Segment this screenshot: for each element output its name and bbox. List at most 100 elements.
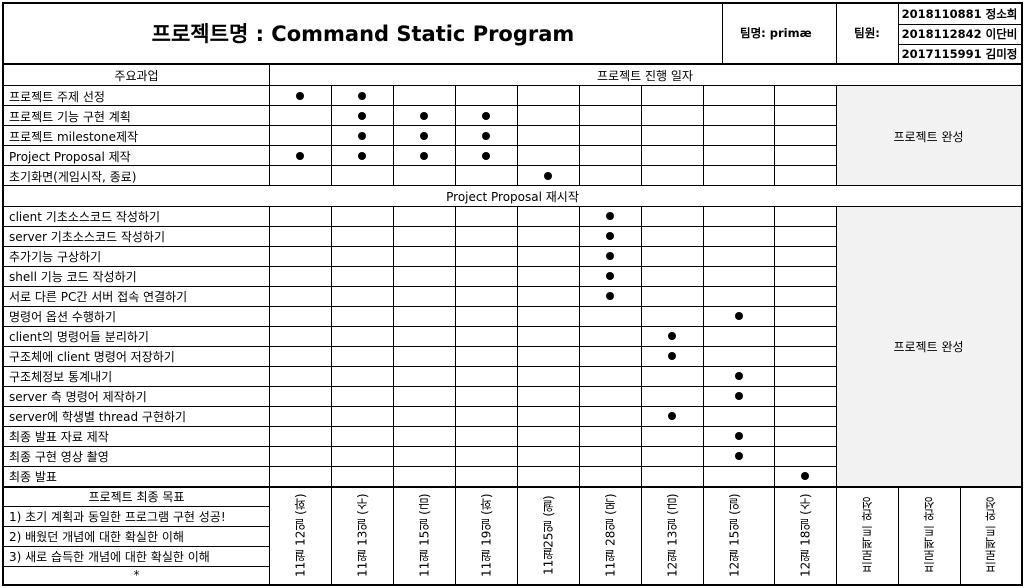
section1-complete-block: 프로젝트 완성 — [836, 86, 1021, 186]
col-line — [517, 86, 518, 186]
col-line — [836, 86, 837, 186]
schedule-dot — [482, 152, 490, 160]
header-sep — [722, 4, 723, 64]
section2-task-label: 명령어 옵션 수행하기 — [9, 309, 116, 324]
col-line — [898, 486, 899, 584]
col-line — [641, 206, 642, 486]
goal-item-1: 1) 초기 계획과 동일한 프로그램 구현 성공! — [9, 509, 226, 524]
schedule-dot — [358, 132, 366, 140]
dates-header: 프로젝트 진행 일자 — [597, 68, 693, 83]
header-sep — [836, 4, 837, 64]
schedule-dot — [358, 92, 366, 100]
goals-title: 프로젝트 최종 목표 — [88, 489, 185, 504]
row-line — [4, 206, 1021, 207]
row-line — [4, 306, 836, 307]
col-line — [455, 206, 456, 486]
goal-item-4: * — [133, 568, 140, 582]
section1-task-label: Project Proposal 제작 — [9, 149, 131, 164]
members-label: 팀원: — [854, 26, 880, 40]
col-line — [393, 86, 394, 186]
schedule-dot — [668, 352, 676, 360]
date-label-4: 11월 19일 (화) — [479, 493, 494, 577]
col-line — [641, 86, 642, 186]
complete-label-2: 프로젝트 완성 — [922, 497, 937, 573]
section2-task-label: client의 명령어들 분리하기 — [9, 329, 149, 344]
section2-task-label: server 측 명령어 제작하기 — [9, 389, 147, 404]
row-line — [4, 286, 836, 287]
col-line — [836, 486, 837, 584]
col-line — [269, 486, 270, 584]
header-sep — [898, 4, 899, 64]
section2-title: Project Proposal 재시작 — [446, 189, 579, 204]
col-line — [579, 86, 580, 186]
col-line — [579, 206, 580, 486]
complete-label-3: 프로젝트 완성 — [984, 497, 998, 573]
schedule-dot — [296, 92, 304, 100]
col-line — [269, 86, 270, 186]
date-label-6: 11월 28일 (목) — [603, 493, 618, 577]
section2-task-label: shell 기능 코드 작성하기 — [9, 269, 137, 284]
schedule-dot — [801, 472, 809, 480]
member-row-line — [898, 24, 1021, 25]
schedule-dot — [420, 152, 428, 160]
col-line — [517, 486, 518, 584]
section2-task-label: 서로 다른 PC간 서버 접속 연결하기 — [9, 289, 188, 304]
row-line — [4, 326, 836, 327]
schedule-dot — [606, 272, 614, 280]
section2-task-label: client 기초소스코드 작성하기 — [9, 209, 160, 224]
section2-complete-block: 프로젝트 완성 — [836, 206, 1021, 486]
col-line — [703, 86, 704, 186]
row-line — [4, 386, 836, 387]
col-line — [393, 206, 394, 486]
schedule-dot — [606, 232, 614, 240]
row-line — [4, 125, 836, 126]
goal-row-line — [4, 566, 269, 567]
section1-task-label: 프로젝트 milestone제작 — [9, 129, 139, 144]
col-line — [836, 206, 837, 486]
col-line — [579, 486, 580, 584]
schedule-dot — [734, 312, 743, 320]
member-3: 2017115991 김미정 — [901, 47, 1018, 61]
row-line — [4, 185, 1021, 186]
schedule-dot — [668, 412, 676, 420]
col-line — [703, 206, 704, 486]
outer-border-right — [1021, 2, 1023, 586]
row-line — [4, 226, 836, 227]
goal-row-line — [4, 546, 269, 547]
schedule-dot — [606, 252, 614, 260]
schedule-dot — [606, 292, 614, 300]
schedule-dot — [296, 152, 304, 160]
member-row-line — [898, 44, 1021, 45]
section2-task-label: server 기초소스코드 작성하기 — [9, 229, 166, 244]
row-line — [4, 466, 836, 467]
col-line — [331, 86, 332, 186]
col-line — [269, 206, 270, 486]
col-line — [517, 206, 518, 486]
col-line — [703, 486, 704, 584]
col-line — [774, 86, 775, 186]
row-line — [4, 85, 1021, 86]
section2-task-label: 최종 발표 자료 제작 — [9, 429, 109, 444]
col-line — [331, 486, 332, 584]
schedule-dot — [668, 332, 676, 340]
member-2: 2018112842 이단비 — [901, 27, 1018, 41]
schedule-dot — [420, 132, 428, 140]
outer-border-left — [2, 2, 4, 586]
goal-row-line — [4, 526, 269, 527]
col-line — [774, 206, 775, 486]
outer-border-top — [4, 2, 1023, 4]
bottom-block-line — [4, 486, 1021, 488]
col-line — [774, 486, 775, 584]
row-line — [4, 406, 836, 407]
schedule-dot — [734, 372, 743, 380]
goal-row-line — [4, 506, 269, 507]
section2-task-label: 최종 구현 영상 촬영 — [9, 449, 109, 464]
row-line — [4, 246, 836, 247]
schedule-dot — [482, 112, 490, 120]
header-bottom-line — [4, 63, 1021, 65]
schedule-dot — [544, 172, 552, 180]
row-line — [4, 165, 836, 166]
schedule-dot — [734, 392, 743, 400]
section2-task-label: 추가기능 구상하기 — [9, 249, 102, 264]
